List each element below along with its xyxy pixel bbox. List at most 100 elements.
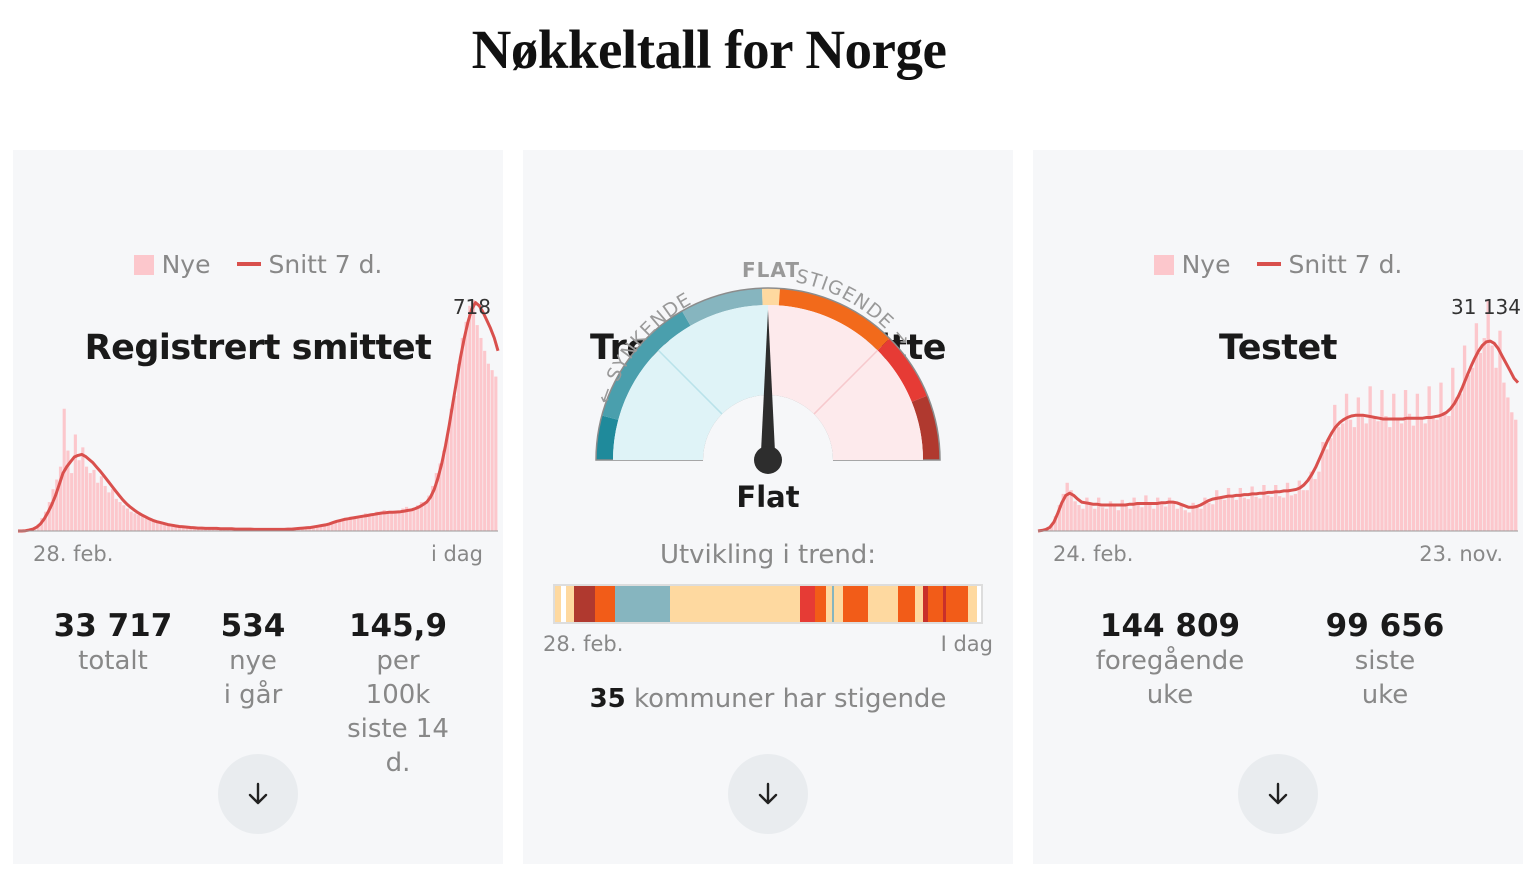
chart-bar (181, 527, 185, 531)
chart-bar (326, 524, 330, 531)
gauge-ticks (657, 349, 879, 415)
chart-bar (416, 505, 420, 531)
chart-bar (356, 517, 360, 531)
chart-bar (1474, 323, 1479, 531)
chart-bar (364, 513, 368, 531)
trend-segment (814, 586, 826, 622)
chart-bar (386, 513, 390, 531)
chart-bar (423, 503, 427, 531)
chart-bar (114, 498, 118, 531)
chart-line-snitt-7d (18, 301, 500, 533)
chart-bar (1100, 507, 1105, 531)
page-title: Nøkkeltall for Norge (471, 19, 947, 80)
chart-bar (1136, 502, 1140, 531)
gauge-needle-pivot (754, 446, 782, 474)
chart-bar (1152, 508, 1156, 531)
chart-bar (66, 450, 70, 531)
chart-bar (122, 505, 126, 531)
chart-bar (427, 495, 431, 531)
chart-bar (434, 473, 438, 531)
chart-bar (1337, 427, 1341, 531)
chart-bar (483, 350, 487, 531)
chart-bar (1439, 382, 1443, 531)
chart-bar (449, 408, 453, 531)
chart-bar (371, 514, 375, 531)
chart-bar (174, 526, 178, 531)
chart-bar (1462, 345, 1467, 531)
chart-bar (92, 469, 96, 531)
chart-bar (1490, 345, 1494, 531)
chart-bar (304, 527, 308, 531)
chart-bar (1085, 497, 1089, 531)
expand-down-button[interactable] (218, 754, 298, 834)
chart-bar (319, 525, 323, 531)
chart-bars (1041, 300, 1518, 531)
arrow-down-icon (1268, 782, 1288, 805)
chart-bar (1435, 419, 1439, 531)
chart-bar (1333, 404, 1337, 531)
chart-bar (1159, 504, 1164, 531)
chart-bar (338, 521, 342, 531)
chart-bar (1163, 506, 1168, 531)
chart-bar (1171, 502, 1176, 531)
chart-bar (1329, 438, 1333, 531)
chart-bar (1466, 375, 1471, 531)
chart-bar (58, 466, 63, 531)
legend-label-bars: Nye (161, 250, 211, 279)
chart-bar (178, 526, 182, 531)
chart-bar (1128, 508, 1132, 531)
stat-value: 99 656 (1325, 608, 1445, 644)
chart-bar (1077, 505, 1081, 531)
trend-gauge: FLAT ← SYNKENDE STIGENDE → Flat (593, 258, 941, 525)
chart-bar (1443, 412, 1447, 531)
chart-bar (1510, 412, 1514, 531)
chart-bar (1388, 427, 1392, 531)
chart-bar (1451, 367, 1455, 531)
trend-segment (574, 586, 596, 622)
stat-nye-i-gar: 534 nye i går (221, 608, 286, 712)
chart-bar (163, 523, 167, 531)
chart-bar (1179, 505, 1183, 531)
trend-segment (831, 586, 835, 622)
chart-bar (1156, 497, 1160, 531)
card-trend: Trend i reg. smitte FLAT ← SYNKENDE STIG… (523, 150, 1013, 864)
chart-bar (99, 476, 103, 531)
chart-bar (390, 511, 394, 531)
x-axis-start-label: 28. feb. (33, 542, 114, 566)
chart-bar (1226, 487, 1231, 531)
chart-bar (360, 514, 364, 531)
chart-bar (323, 525, 327, 531)
chart-bar (1278, 496, 1282, 531)
stat-value: 145,9 (348, 608, 448, 644)
chart-bar (457, 363, 461, 531)
card-title: Testet (1219, 328, 1338, 368)
chart-bar (401, 508, 405, 531)
chart-bar (185, 527, 189, 531)
chart-bar (315, 526, 319, 531)
trend-subtitle: Utvikling i trend: (659, 540, 877, 570)
arrow-down-icon (758, 782, 778, 805)
ring-segment-strong-falling (596, 415, 619, 460)
chart-bar (1097, 497, 1101, 531)
chart-bar (1431, 415, 1435, 531)
chart-bar (125, 508, 130, 531)
gauge-tick-left (657, 349, 723, 415)
peak-label: 31 134 (1451, 295, 1521, 319)
trend-segment (968, 586, 977, 622)
chart-bar (1352, 427, 1357, 531)
expand-down-button[interactable] (728, 754, 808, 834)
chart-bar (1447, 415, 1451, 531)
chart-bar (419, 502, 423, 531)
trend-segment (614, 586, 671, 622)
legend-swatch-bars (1153, 255, 1174, 275)
chart-bar (1187, 512, 1191, 531)
chart-bar (1455, 397, 1459, 531)
chart-bar (1344, 393, 1349, 531)
expand-down-button[interactable] (1238, 754, 1318, 834)
stat-value: 534 (220, 608, 286, 644)
chart-bar (345, 518, 349, 531)
chart-bar (1124, 505, 1128, 531)
trend-segment (561, 586, 566, 622)
chart-bar (1317, 471, 1321, 531)
chart-bar (1403, 390, 1408, 531)
